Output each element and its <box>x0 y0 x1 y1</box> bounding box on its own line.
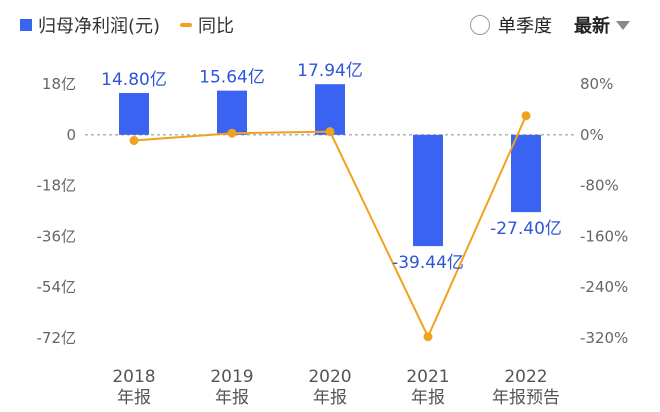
x-tick-label: 2022 <box>504 367 547 387</box>
bar-data-label: 17.94亿 <box>297 61 363 81</box>
bar <box>217 90 247 135</box>
line-series <box>133 115 527 340</box>
bar <box>413 134 443 247</box>
line-point <box>227 128 237 138</box>
x-tick-sublabel: 年报 <box>117 388 151 408</box>
bar <box>119 93 149 135</box>
legend: 归母净利润(元) 同比 <box>20 12 248 38</box>
y-right-tick-label: -240% <box>580 278 628 296</box>
y-left-tick-label: 18亿 <box>42 75 76 93</box>
x-tick-sublabel: 年报 <box>411 388 445 408</box>
x-tick-sublabel: 年报 <box>215 388 249 408</box>
y-left-tick-label: -54亿 <box>37 278 77 296</box>
legend-line-label: 同比 <box>198 16 235 37</box>
y-left-tick-label: 0 <box>66 126 76 144</box>
x-tick-sublabel: 年报预告 <box>492 388 560 408</box>
bar <box>511 134 541 213</box>
y-right-tick-label: 0% <box>580 126 604 144</box>
y-left-tick-label: -36亿 <box>37 227 77 245</box>
latest-dropdown[interactable]: 最新 <box>574 12 630 38</box>
radio-icon[interactable] <box>470 15 490 35</box>
legend-bar-swatch <box>20 19 32 31</box>
legend-item-line[interactable]: 同比 <box>180 12 234 38</box>
single-quarter-toggle[interactable]: 单季度 <box>470 12 552 38</box>
line-point <box>521 111 531 121</box>
y-left-tick-label: -18亿 <box>37 177 77 195</box>
latest-label: 最新 <box>574 16 610 37</box>
chart-controls: 单季度 最新 <box>470 12 630 38</box>
line-point <box>423 332 433 342</box>
chevron-down-icon <box>616 20 630 30</box>
line-point <box>325 127 335 137</box>
legend-bar-label: 归母净利润(元) <box>38 16 161 37</box>
legend-line-swatch <box>180 23 193 27</box>
x-tick-label: 2021 <box>406 367 449 387</box>
x-tick-label: 2019 <box>210 367 253 387</box>
bar <box>315 84 345 135</box>
x-tick-label: 2018 <box>112 367 155 387</box>
x-tick-sublabel: 年报 <box>313 388 347 408</box>
y-right-tick-label: -80% <box>580 177 619 195</box>
y-right-tick-label: 80% <box>580 75 613 93</box>
y-left-tick-label: -72亿 <box>37 329 77 347</box>
bar-data-label: 14.80亿 <box>101 70 167 90</box>
y-right-tick-label: -160% <box>580 227 628 245</box>
legend-item-bar[interactable]: 归母净利润(元) <box>20 12 160 38</box>
bar-data-label: 15.64亿 <box>199 68 265 88</box>
x-tick-label: 2020 <box>308 367 351 387</box>
line-point <box>129 136 139 146</box>
bar-data-label: -39.44亿 <box>392 253 464 273</box>
y-right-tick-label: -320% <box>580 329 628 347</box>
bar-data-label: -27.40亿 <box>490 219 562 239</box>
single-quarter-label: 单季度 <box>498 16 552 37</box>
